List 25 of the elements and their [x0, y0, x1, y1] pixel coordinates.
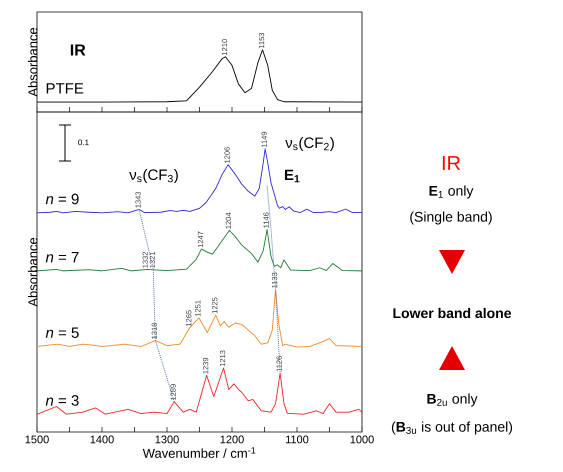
- x-tick-label: 1100: [286, 436, 308, 444]
- text: (B$_{3u}$ is out of panel): [392, 421, 512, 435]
- x-tick-label: 1400: [90, 436, 114, 444]
- text: B$_{2u}$ only: [427, 393, 478, 407]
- annotation: ν$_{s}$(CF$_{2}$): [285, 137, 334, 151]
- x-tick-label: 1500: [26, 436, 49, 444]
- x-tick-label: 1200: [220, 436, 244, 444]
- y-axis-title: Absorbance: [28, 28, 38, 97]
- x-axis-title: Wavenumber / cm$^{-1}$: [142, 447, 256, 458]
- series-label: PTFE: [46, 83, 84, 94]
- series-label: n = 3: [46, 395, 79, 406]
- series-label: n = 5: [46, 327, 79, 338]
- text: E$_{1}$ only: [430, 185, 474, 199]
- text: 0.1: [78, 140, 89, 146]
- series-label: n = 9: [46, 194, 79, 204]
- annotation: ν$_{s}$(CF$_{3}$): [129, 169, 178, 183]
- annotation: E$_{1}$: [284, 170, 300, 182]
- annotation: IR: [70, 44, 86, 56]
- text: (Single band): [410, 211, 492, 225]
- x-tick-label: 1000: [350, 436, 374, 444]
- y-axis-title: Absorbance: [28, 238, 38, 307]
- series-label: n = 7: [46, 252, 79, 262]
- x-tick-label: 1300: [156, 436, 179, 444]
- text: IR: [442, 156, 460, 170]
- text: Lower band alone: [393, 308, 512, 318]
